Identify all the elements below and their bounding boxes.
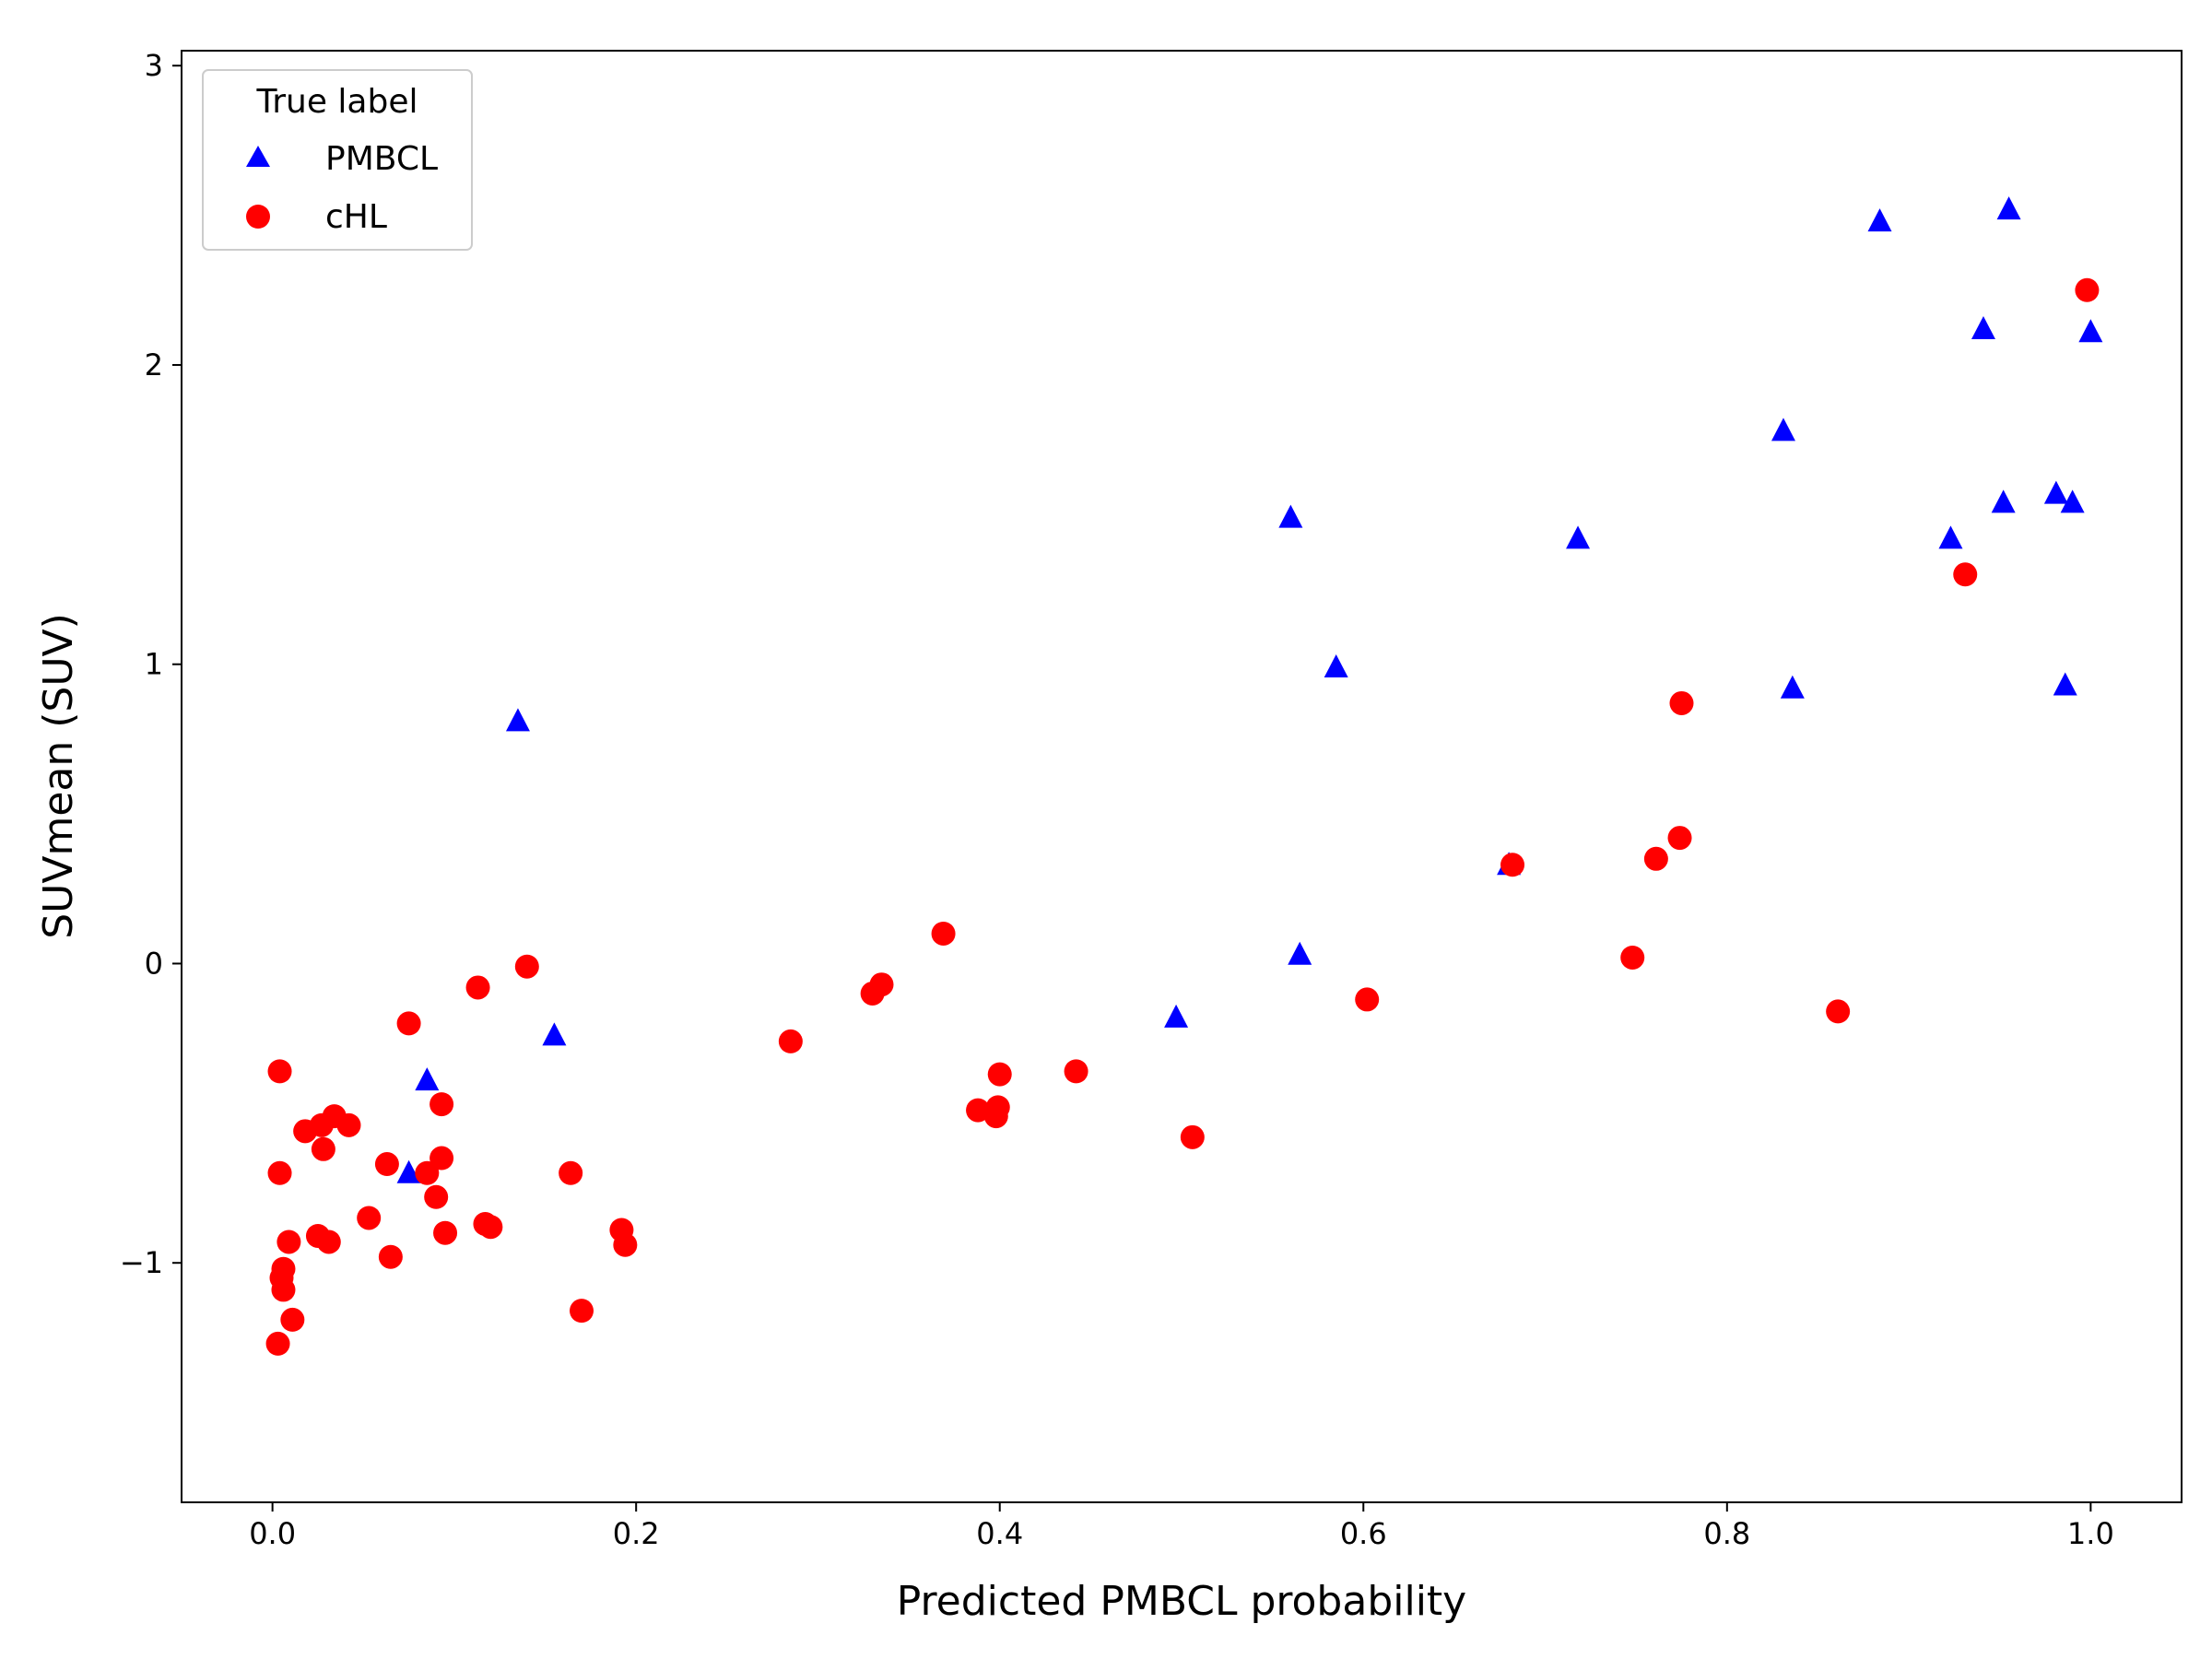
chl-point <box>424 1184 449 1209</box>
chl-point <box>374 1152 399 1177</box>
pmbcl-point <box>1996 196 2021 220</box>
plot-frame <box>181 50 2183 1503</box>
legend-box <box>202 69 473 251</box>
chl-point <box>987 1062 1012 1087</box>
chl-point <box>1667 826 1692 851</box>
chl-point <box>429 1146 454 1171</box>
chl-point <box>1643 846 1668 871</box>
pmbcl-point <box>1288 941 1312 965</box>
chl-point <box>1500 853 1525 877</box>
chl-point <box>1953 562 1978 587</box>
chl-point <box>559 1160 583 1185</box>
legend-title: True label <box>256 83 418 121</box>
chl-point <box>276 1230 301 1254</box>
pmbcl-point <box>1278 504 1303 528</box>
legend-chl-label: cHL <box>325 198 387 236</box>
pmbcl-point <box>396 1159 421 1183</box>
y-tick-label: 2 <box>145 347 163 382</box>
chl-point <box>985 1095 1010 1120</box>
chl-point <box>267 1160 292 1185</box>
chl-point <box>1180 1124 1205 1149</box>
x-tick-label: 0.8 <box>1703 1516 1750 1551</box>
pmbcl-point <box>1867 208 1892 232</box>
pmbcl-point <box>1938 525 1963 549</box>
chl-point <box>433 1220 458 1245</box>
pmbcl-point <box>1566 525 1591 549</box>
pmbcl-point <box>2078 319 2103 343</box>
chl-point <box>265 1331 290 1356</box>
pmbcl-point <box>1780 675 1805 699</box>
x-tick-label: 0.6 <box>1340 1516 1387 1551</box>
chl-point <box>2075 277 2100 302</box>
pmbcl-point <box>2043 480 2068 504</box>
chl-point <box>316 1230 341 1254</box>
chl-point <box>271 1256 296 1281</box>
data-points <box>265 196 2103 1356</box>
chl-point <box>1064 1059 1088 1084</box>
chl-point <box>280 1307 305 1332</box>
chl-point <box>1620 945 1645 970</box>
x-tick-label: 1.0 <box>2067 1516 2114 1551</box>
chl-point <box>336 1112 361 1137</box>
chl-point <box>478 1215 503 1240</box>
pmbcl-point <box>415 1067 440 1091</box>
chl-point <box>429 1092 454 1117</box>
chl-point <box>1355 987 1380 1012</box>
chl-point <box>1826 999 1851 1024</box>
chl-point <box>931 921 956 946</box>
chl-point <box>966 1098 991 1123</box>
y-tick-label: 1 <box>145 647 163 682</box>
chl-point <box>514 954 539 979</box>
pmbcl-point <box>2053 672 2077 696</box>
pmbcl-point <box>542 1022 567 1046</box>
pmbcl-point <box>1991 489 2016 513</box>
pmbcl-point <box>2060 489 2085 513</box>
chl-point <box>613 1232 638 1257</box>
legend-pmbcl-label: PMBCL <box>325 140 438 178</box>
y-axis-ticks: −1 0 1 2 3 <box>120 48 182 1280</box>
x-tick-label: 0.2 <box>613 1516 660 1551</box>
chl-point <box>357 1206 382 1230</box>
chl-point <box>415 1160 440 1185</box>
chl-point <box>311 1136 335 1161</box>
y-tick-label: −1 <box>120 1245 163 1280</box>
pmbcl-point <box>505 708 530 732</box>
x-tick-label: 0.0 <box>249 1516 296 1551</box>
chl-point <box>271 1277 296 1302</box>
x-tick-label: 0.4 <box>976 1516 1023 1551</box>
chl-point <box>1669 690 1694 715</box>
pmbcl-point <box>1971 316 1995 340</box>
legend: True label PMBCL cHL <box>202 69 473 251</box>
y-tick-label: 0 <box>145 946 163 981</box>
chl-point <box>378 1244 403 1269</box>
chl-point <box>570 1299 594 1324</box>
y-tick-label: 3 <box>145 48 163 83</box>
pmbcl-point <box>1771 418 1795 441</box>
pmbcl-point <box>1164 1004 1189 1028</box>
x-axis-ticks: 0.0 0.2 0.4 0.6 0.8 1.0 <box>249 1502 2114 1551</box>
legend-chl-marker <box>246 205 270 229</box>
chl-point <box>396 1011 421 1036</box>
chl-point <box>465 975 490 1000</box>
chl-point <box>778 1029 803 1053</box>
chl-point <box>869 972 894 997</box>
chl-point <box>267 1059 292 1084</box>
pmbcl-point <box>1324 653 1348 677</box>
y-axis-label: SUVmean (SUV) <box>35 613 82 939</box>
x-axis-label: Predicted PMBCL probability <box>897 1578 1466 1625</box>
legend-pmbcl-marker <box>246 146 270 167</box>
